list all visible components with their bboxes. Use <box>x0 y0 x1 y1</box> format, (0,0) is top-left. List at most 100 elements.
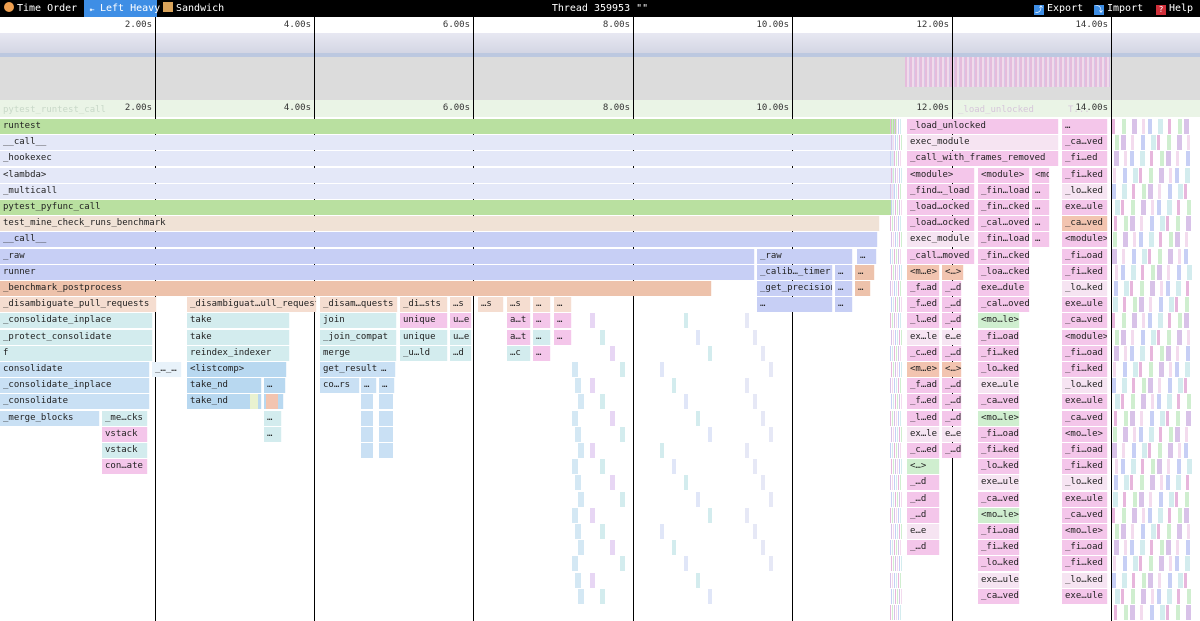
stack-frame[interactable]: <mo…le> <box>1062 426 1108 442</box>
stack-frame-sliver[interactable] <box>1167 200 1172 215</box>
stack-frame-sliver[interactable] <box>890 248 891 264</box>
stack-frame-sliver[interactable] <box>1115 329 1119 345</box>
stack-frame[interactable]: _call_with_frames_removed <box>907 151 1059 167</box>
stack-frame-sliver[interactable] <box>899 426 900 442</box>
stack-frame-sliver[interactable] <box>1130 281 1133 296</box>
stack-frame-sliver[interactable] <box>1167 459 1170 475</box>
stack-frame-sliver[interactable] <box>1175 556 1179 572</box>
stack-frame[interactable]: take_nd <box>187 394 262 410</box>
stack-frame-sliver[interactable] <box>1175 491 1178 507</box>
stack-frame-sliver[interactable] <box>897 524 898 539</box>
stack-frame[interactable]: _lo…ked <box>978 459 1020 475</box>
stack-frame[interactable]: _fi…ked <box>978 443 1020 458</box>
stack-frame[interactable]: … <box>1032 183 1050 199</box>
stack-frame-sliver[interactable] <box>1141 264 1144 280</box>
stack-frame-sliver[interactable] <box>896 216 897 232</box>
stack-frame-sliver[interactable] <box>620 556 625 572</box>
stack-frame-sliver[interactable] <box>898 119 899 134</box>
stack-frame[interactable]: <module> <box>1062 232 1108 248</box>
stack-frame-sliver[interactable] <box>379 426 393 442</box>
stack-frame-sliver[interactable] <box>600 394 605 410</box>
stack-frame-sliver[interactable] <box>1185 167 1190 183</box>
stack-frame-sliver[interactable] <box>745 507 749 523</box>
stack-frame[interactable]: … <box>264 410 282 426</box>
stack-frame-sliver[interactable] <box>1157 135 1160 151</box>
stack-frame-sliver[interactable] <box>890 507 891 523</box>
stack-frame[interactable]: _cal…oved <box>978 297 1030 313</box>
stack-frame-sliver[interactable] <box>1142 119 1145 134</box>
stack-frame-sliver[interactable] <box>590 378 595 394</box>
stack-frame[interactable]: <module> <box>1062 329 1108 345</box>
stack-frame-sliver[interactable] <box>1124 151 1127 167</box>
stack-frame-sliver[interactable] <box>1114 605 1117 620</box>
stack-frame-sliver[interactable] <box>896 572 897 588</box>
stack-frame-sliver[interactable] <box>891 459 892 475</box>
stack-frame[interactable]: co…rs <box>320 378 360 394</box>
stack-frame-sliver[interactable] <box>1142 572 1146 588</box>
stack-frame-sliver[interactable] <box>379 394 393 410</box>
stack-frame-sliver[interactable] <box>893 362 894 377</box>
import-button[interactable]: ⤵ Import <box>1094 0 1150 17</box>
stack-frame[interactable]: … <box>1062 119 1108 134</box>
stack-frame-sliver[interactable] <box>1124 281 1129 296</box>
stack-frame-sliver[interactable] <box>891 588 892 604</box>
stack-frame-sliver[interactable] <box>1130 605 1135 620</box>
stack-frame[interactable]: _consolidate_inplace <box>0 378 150 394</box>
stack-frame-sliver[interactable] <box>672 540 676 556</box>
stack-frame-sliver[interactable] <box>891 524 892 539</box>
stack-frame[interactable]: … <box>554 297 572 313</box>
stack-frame-sliver[interactable] <box>761 410 765 426</box>
stack-frame-sliver[interactable] <box>361 443 373 458</box>
stack-frame-sliver[interactable] <box>590 507 595 523</box>
stack-frame[interactable]: exe…ule <box>978 475 1020 491</box>
stack-frame-sliver[interactable] <box>578 540 584 556</box>
stack-frame[interactable]: _disambiguat…ull_requests <box>187 297 317 313</box>
stack-frame[interactable]: <mo…le> <box>1032 167 1050 183</box>
stack-frame-sliver[interactable] <box>894 443 895 458</box>
stack-frame[interactable]: vstack <box>102 443 148 458</box>
stack-frame-sliver[interactable] <box>684 556 688 572</box>
stack-frame-sliver[interactable] <box>1121 329 1126 345</box>
stack-frame-sliver[interactable] <box>896 475 897 491</box>
stack-frame-sliver[interactable] <box>892 119 893 134</box>
stack-frame-sliver[interactable] <box>1140 345 1145 361</box>
stack-frame-sliver[interactable] <box>894 572 895 588</box>
stack-frame[interactable]: _ca…ved <box>978 394 1020 410</box>
stack-frame-sliver[interactable] <box>894 183 895 199</box>
stack-frame-sliver[interactable] <box>901 426 902 442</box>
stack-frame-sliver[interactable] <box>1184 443 1188 458</box>
stack-frame-sliver[interactable] <box>708 426 712 442</box>
stack-frame-sliver[interactable] <box>1184 248 1188 264</box>
stack-frame-sliver[interactable] <box>1151 135 1156 151</box>
stack-frame-sliver[interactable] <box>1158 248 1162 264</box>
stack-frame-sliver[interactable] <box>1168 443 1173 458</box>
stack-frame-sliver[interactable] <box>572 459 578 475</box>
stack-frame-sliver[interactable] <box>769 426 773 442</box>
stack-frame-sliver[interactable] <box>1121 524 1126 539</box>
stack-frame-sliver[interactable] <box>1151 588 1154 604</box>
stack-frame-sliver[interactable] <box>899 394 900 410</box>
stack-frame-sliver[interactable] <box>1175 167 1179 183</box>
stack-frame-sliver[interactable] <box>1150 410 1154 426</box>
stack-frame-sliver[interactable] <box>890 475 891 491</box>
stack-frame-sliver[interactable] <box>897 167 898 183</box>
stack-frame[interactable]: <m…e> <box>907 362 940 377</box>
stack-frame-sliver[interactable] <box>892 540 893 556</box>
stack-frame[interactable]: _fi…ked <box>978 345 1020 361</box>
stack-frame-sliver[interactable] <box>1176 281 1181 296</box>
stack-frame-sliver[interactable] <box>1142 378 1146 394</box>
stack-frame[interactable]: exe…ule <box>1062 491 1108 507</box>
stack-frame-sliver[interactable] <box>1167 394 1172 410</box>
stack-frame-sliver[interactable] <box>901 524 902 539</box>
stack-frame-sliver[interactable] <box>895 329 896 345</box>
stack-frame-sliver[interactable] <box>1121 588 1124 604</box>
stack-frame[interactable]: _get_precision <box>757 281 833 296</box>
stack-frame-sliver[interactable] <box>1166 540 1171 556</box>
stack-frame-sliver[interactable] <box>575 524 581 539</box>
stack-frame-sliver[interactable] <box>1151 329 1156 345</box>
stack-frame-sliver[interactable] <box>1123 426 1128 442</box>
stack-frame-sliver[interactable] <box>891 426 892 442</box>
stack-frame-sliver[interactable] <box>892 313 893 329</box>
stack-frame-sliver[interactable] <box>620 426 625 442</box>
stack-frame-sliver[interactable] <box>894 605 895 620</box>
